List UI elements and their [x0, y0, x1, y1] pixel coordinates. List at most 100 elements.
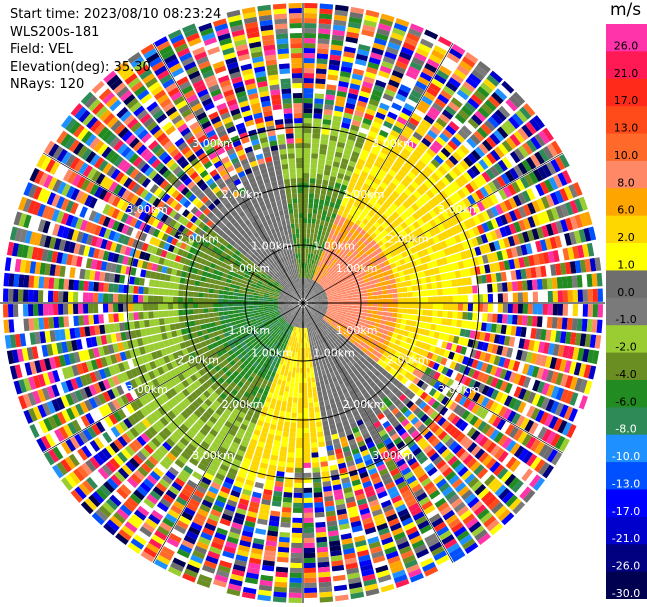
range-gate-cell	[345, 314, 352, 319]
range-gate-cell	[499, 380, 509, 392]
range-gate-cell	[321, 318, 327, 323]
range-gate-cell	[445, 513, 458, 525]
range-gate-cell	[318, 240, 323, 246]
range-gate-cell	[310, 274, 314, 280]
range-gate-cell	[382, 294, 388, 299]
range-gate-cell	[264, 385, 271, 392]
range-gate-cell	[377, 574, 392, 583]
range-gate-cell	[278, 307, 284, 310]
range-gate-cell	[521, 159, 532, 173]
range-gate-cell	[382, 504, 394, 513]
range-gate-cell	[316, 365, 321, 372]
range-gate-cell	[294, 377, 299, 383]
range-gate-cell	[579, 212, 588, 227]
range-gate-cell	[224, 476, 235, 485]
range-gate-cell	[326, 373, 332, 379]
range-gate-cell	[347, 340, 354, 347]
range-gate-cell	[280, 446, 288, 453]
range-gate-cell	[367, 103, 378, 112]
range-gate-cell	[303, 148, 311, 154]
range-gate-cell	[303, 447, 311, 453]
range-gate-cell	[522, 389, 532, 402]
range-gate-cell	[121, 371, 130, 382]
range-gate-cell	[317, 305, 323, 308]
range-gate-cell	[320, 326, 325, 332]
range-gate-cell	[311, 356, 316, 363]
range-gate-cell	[206, 407, 215, 416]
range-gate-cell	[303, 63, 315, 69]
range-gate-cell	[357, 384, 365, 391]
range-gate-cell	[204, 318, 210, 324]
range-gate-cell	[392, 378, 400, 387]
range-gate-cell	[305, 327, 308, 333]
range-gate-cell	[103, 367, 112, 378]
range-gate-cell	[278, 353, 284, 359]
range-gate-cell	[273, 356, 279, 363]
range-gate-cell	[251, 433, 260, 441]
range-gate-cell	[327, 339, 333, 345]
range-gate-cell	[462, 197, 472, 208]
range-gate-cell	[337, 321, 344, 326]
range-gate-cell	[422, 335, 429, 343]
range-gate-cell	[452, 335, 460, 344]
range-gate-cell	[542, 464, 554, 479]
range-gate-cell	[420, 427, 430, 437]
range-gate-cell	[320, 319, 326, 325]
range-gate-cell	[393, 22, 408, 32]
range-gate-cell	[373, 363, 381, 370]
range-gate-cell	[333, 156, 342, 163]
range-gate-cell	[331, 39, 344, 47]
range-gate-cell	[279, 318, 285, 323]
range-gate-cell	[363, 76, 375, 84]
range-gate-cell	[459, 509, 473, 521]
range-gate-cell	[225, 335, 232, 342]
range-gate-cell	[407, 457, 417, 467]
range-gate-cell	[337, 193, 344, 201]
range-gate-cell	[321, 348, 326, 355]
range-gate-cell	[424, 29, 439, 40]
range-gate-cell	[348, 417, 356, 425]
range-gate-cell	[327, 261, 333, 267]
range-gate-cell	[513, 428, 524, 442]
range-gate-cell	[43, 417, 54, 432]
range-gate-cell	[252, 333, 259, 339]
range-gate-cell	[387, 341, 395, 349]
range-gate-cell	[310, 367, 314, 373]
range-gate-cell	[334, 493, 344, 501]
range-gate-cell	[75, 376, 84, 389]
range-gate-cell	[149, 490, 162, 501]
range-gate-cell	[330, 402, 337, 410]
range-gate-cell	[390, 395, 399, 403]
range-gate-cell	[294, 467, 303, 473]
range-gate-cell	[60, 381, 70, 394]
range-gate-cell	[311, 320, 315, 326]
range-gate-cell	[206, 432, 216, 442]
range-gate-cell	[464, 493, 477, 505]
range-gate-cell	[390, 432, 400, 442]
range-gate-cell	[48, 357, 57, 370]
range-gate-cell	[551, 140, 563, 155]
range-gate-cell	[477, 106, 490, 119]
range-gate-cell	[247, 562, 261, 570]
range-gate-cell	[249, 328, 256, 333]
range-gate-cell	[317, 229, 323, 236]
range-gate-cell	[110, 354, 118, 365]
range-gate-cell	[362, 353, 369, 360]
range-gate-cell	[162, 517, 175, 528]
range-gate-cell	[303, 437, 310, 443]
range-gate-cell	[95, 335, 103, 346]
range-gate-cell	[353, 398, 361, 406]
range-gate-cell	[337, 256, 343, 262]
range-gate-cell	[65, 393, 75, 406]
range-gate-cell	[489, 165, 500, 177]
range-gate-cell	[321, 262, 326, 269]
range-gate-cell	[85, 360, 94, 372]
range-gate-cell	[454, 224, 463, 234]
range-gate-cell	[330, 469, 339, 476]
range-gate-cell	[254, 481, 264, 489]
range-gate-cell	[450, 522, 464, 534]
range-gate-cell	[307, 300, 313, 302]
range-gate-cell	[251, 346, 257, 353]
range-gate-cell	[317, 38, 330, 45]
range-gate-cell	[578, 363, 587, 377]
